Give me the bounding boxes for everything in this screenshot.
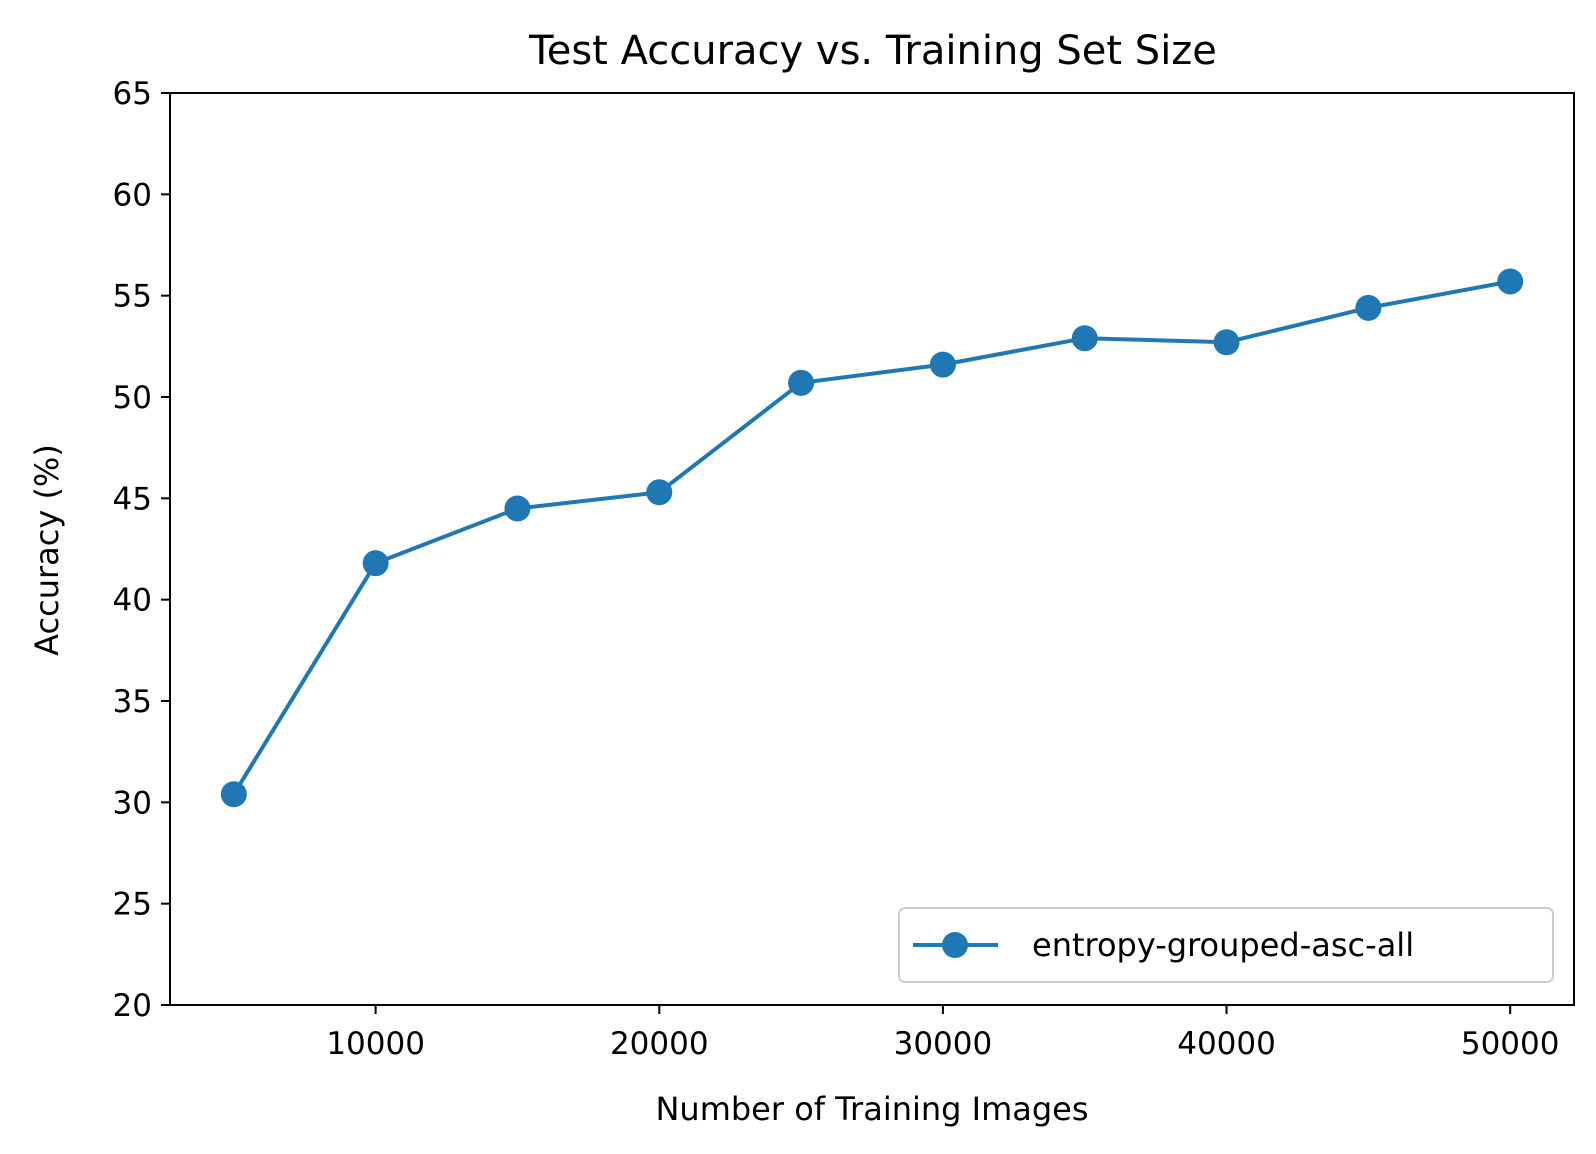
x-tick-label: 10000	[326, 1026, 425, 1062]
data-point	[646, 479, 673, 506]
legend-box	[898, 907, 1554, 983]
chart-title: Test Accuracy vs. Training Set Size	[528, 28, 1217, 74]
data-point	[362, 550, 389, 577]
x-tick-label: 30000	[894, 1026, 993, 1062]
data-point	[1213, 329, 1240, 356]
y-tick-label: 45	[113, 481, 152, 517]
data-point	[788, 369, 815, 396]
data-point	[220, 781, 247, 808]
legend: entropy-grouped-asc-all	[898, 907, 1554, 983]
y-tick-label: 65	[113, 76, 152, 112]
legend-marker-sample	[942, 932, 968, 958]
x-tick-label: 40000	[1177, 1026, 1276, 1062]
y-axis-label: Accuracy (%)	[28, 444, 66, 656]
x-axis-ticks: 10000 20000 30000 40000 50000	[326, 1005, 1559, 1062]
y-tick-label: 30	[113, 785, 152, 821]
y-tick-label: 50	[113, 380, 152, 416]
data-point	[1497, 268, 1524, 295]
plot-area-frame	[169, 92, 1575, 1006]
data-point	[1071, 325, 1098, 352]
data-point	[504, 495, 531, 522]
y-tick-label: 35	[113, 684, 152, 720]
y-tick-label: 40	[113, 583, 152, 619]
x-tick-label: 50000	[1461, 1026, 1560, 1062]
x-tick-label: 20000	[610, 1026, 709, 1062]
series-line	[231, 279, 1513, 797]
data-point	[929, 351, 956, 378]
y-axis-ticks: 20 25 30 35 40 45 50 55 60 65	[113, 76, 170, 1024]
data-point	[1355, 294, 1382, 321]
y-tick-label: 20	[113, 988, 152, 1024]
x-axis-label: Number of Training Images	[655, 1090, 1088, 1128]
y-tick-label: 55	[113, 279, 152, 315]
series-layer	[220, 268, 1524, 808]
y-tick-label: 25	[113, 887, 152, 923]
legend-label: entropy-grouped-asc-all	[1032, 926, 1414, 964]
y-tick-label: 60	[113, 177, 152, 213]
